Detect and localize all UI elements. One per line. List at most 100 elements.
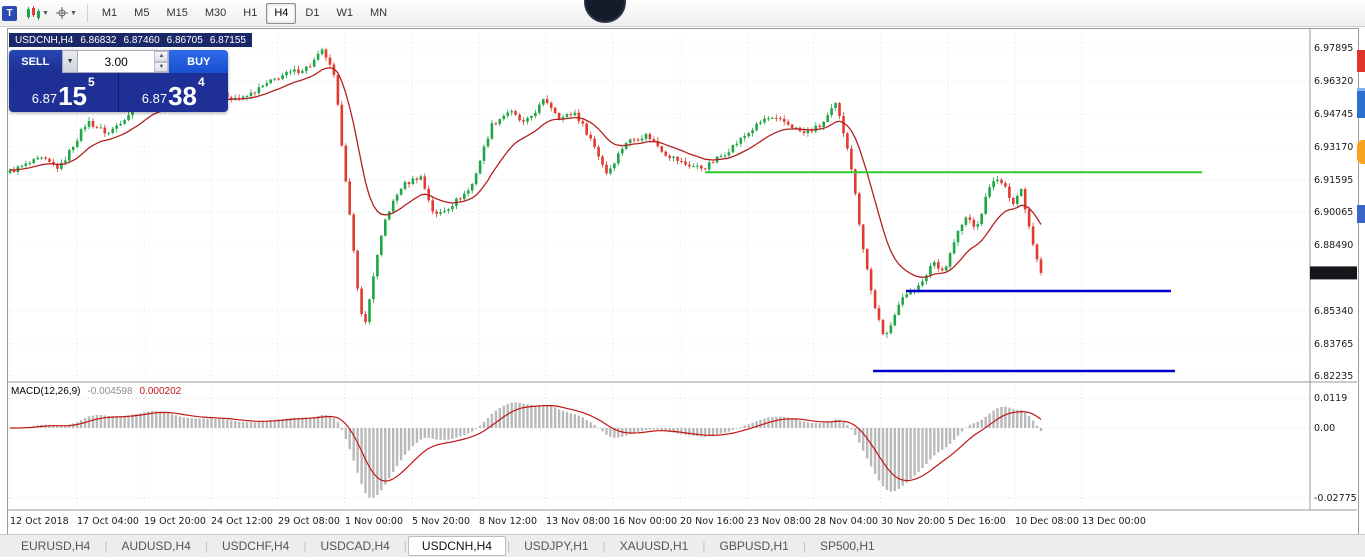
tab-separator: | [602, 539, 606, 553]
svg-text:17 Oct 04:00: 17 Oct 04:00 [77, 516, 139, 527]
sell-price-sup: 5 [88, 75, 95, 89]
tab-separator: | [303, 539, 307, 553]
top-toolbar: T ▼ ▼ M1 M5 M15 M30 H1 H4 D1 W1 MN [0, 0, 1365, 27]
svg-text:0.00: 0.00 [1314, 423, 1335, 434]
svg-text:0.0119: 0.0119 [1314, 393, 1347, 404]
crosshair-icon [55, 7, 68, 19]
timeframe-button-h4[interactable]: H4 [266, 2, 297, 24]
tab-usdcad-h4[interactable]: USDCAD,H4 [320, 539, 390, 553]
symbol-period-label: USDCNH,H4 [15, 34, 74, 46]
svg-text:6.93170: 6.93170 [1314, 142, 1353, 153]
sell-button[interactable]: SELL [9, 50, 62, 73]
svg-text:-0.02775: -0.02775 [1314, 493, 1357, 504]
volume-stepper: ▲ ▼ [154, 51, 169, 72]
svg-text:23 Nov 08:00: 23 Nov 08:00 [747, 516, 811, 527]
price-chart[interactable]: 6.97895 6.96320 6.94745 6.93170 6.91595 6.900… [8, 29, 1357, 533]
sell-price[interactable]: 6.87 15 5 [9, 73, 119, 112]
stepper-up-icon[interactable]: ▲ [154, 51, 169, 62]
one-click-trading-panel: SELL ▼ ▲ ▼ BUY 6.87 15 5 6.87 38 [9, 50, 228, 112]
ohlc-low: 6.86705 [166, 34, 203, 46]
symbol-tab-bar: EURUSD,H4 | AUDUSD,H4 | USDCHF,H4 | USDCAD,H4 |… [0, 534, 1365, 557]
svg-text:19 Oct 20:00: 19 Oct 20:00 [144, 516, 206, 527]
svg-text:10 Dec 08:00: 10 Dec 08:00 [1015, 516, 1079, 527]
ohlc-close: 6.87155 [209, 34, 246, 46]
tab-separator: | [802, 539, 806, 553]
buy-price-mid: 38 [168, 81, 198, 111]
svg-text:6.97895: 6.97895 [1314, 43, 1353, 54]
svg-text:28 Nov 04:00: 28 Nov 04:00 [814, 516, 878, 527]
tab-xauusd-h1[interactable]: XAUUSD,H1 [619, 539, 689, 553]
svg-text:6.82235: 6.82235 [1314, 371, 1353, 382]
svg-text:6.96320: 6.96320 [1314, 76, 1353, 87]
svg-text:6.90065: 6.90065 [1314, 207, 1353, 218]
tab-usdchf-h4[interactable]: USDCHF,H4 [221, 539, 290, 553]
buy-price-big: 6.87 [141, 91, 168, 106]
svg-text:13 Nov 08:00: 13 Nov 08:00 [546, 516, 610, 527]
toolbar-separator [86, 4, 88, 22]
ohlc-high: 6.87460 [123, 34, 160, 46]
sell-price-big: 6.87 [31, 91, 58, 106]
chevron-down-icon: ▼ [69, 9, 77, 17]
buy-button[interactable]: BUY [169, 50, 228, 73]
tab-eurusd-h4[interactable]: EURUSD,H4 [21, 539, 91, 553]
desktop-icon-blue [1357, 88, 1365, 118]
macd-signal-value: 0.000202 [139, 386, 182, 397]
svg-text:30 Nov 20:00: 30 Nov 20:00 [881, 516, 945, 527]
chart-title-bar[interactable]: USDCNH,H4 6.86832 6.87460 6.86705 6.8715… [9, 33, 252, 47]
desktop-icon-blue-2 [1357, 205, 1365, 223]
timeframe-button-mn[interactable]: MN [369, 7, 388, 19]
chart-window: 6.97895 6.96320 6.94745 6.93170 6.91595 6.900… [7, 28, 1359, 535]
tab-separator: | [403, 539, 407, 553]
timeframe-button-m15[interactable]: M15 [166, 7, 188, 19]
volume-dropdown-button[interactable]: ▼ [61, 50, 79, 73]
buy-price[interactable]: 6.87 38 4 [119, 73, 229, 112]
candlestick-chart-icon [27, 6, 40, 20]
timeframe-button-m5[interactable]: M5 [134, 7, 150, 19]
objects-button[interactable]: ▼ [53, 5, 79, 21]
svg-text:1 Nov 00:00: 1 Nov 00:00 [345, 516, 403, 527]
tab-separator: | [702, 539, 706, 553]
ohlc-open: 6.86832 [80, 34, 117, 46]
window-icon: T [2, 5, 17, 21]
tab-usdjpy-h1[interactable]: USDJPY,H1 [524, 539, 589, 553]
svg-text:5 Nov 20:00: 5 Nov 20:00 [412, 516, 470, 527]
timeframe-button-d1[interactable]: D1 [305, 7, 320, 19]
chevron-down-icon: ▼ [66, 58, 74, 65]
timeframe-button-h1[interactable]: H1 [243, 7, 258, 19]
macd-main-value: -0.004598 [87, 386, 133, 397]
timeframe-toolbar: M1 M5 M15 M30 H1 H4 D1 W1 MN [94, 2, 395, 24]
chart-type-button[interactable]: ▼ [23, 4, 51, 22]
desktop-icon-orange [1357, 140, 1365, 164]
chevron-down-icon: ▼ [42, 9, 49, 17]
tab-separator: | [506, 539, 511, 553]
svg-text:6.87155: 6.87155 [1314, 268, 1353, 279]
svg-text:5 Dec 16:00: 5 Dec 16:00 [948, 516, 1006, 527]
svg-text:6.88490: 6.88490 [1314, 240, 1353, 251]
timeframe-button-m1[interactable]: M1 [101, 7, 118, 19]
svg-text:6.83765: 6.83765 [1314, 339, 1353, 350]
macd-name: MACD(12,26,9) [11, 386, 81, 397]
tab-audusd-h4[interactable]: AUDUSD,H4 [121, 539, 191, 553]
tab-sp500-h1[interactable]: SP500,H1 [819, 539, 875, 553]
macd-indicator-label: MACD(12,26,9) -0.004598 0.000202 [11, 386, 181, 397]
svg-text:6.94745: 6.94745 [1314, 109, 1353, 120]
tab-usdcnh-h4[interactable]: USDCNH,H4 [407, 536, 506, 556]
timeframe-button-m30[interactable]: M30 [204, 7, 227, 19]
tab-gbpusd-h1[interactable]: GBPUSD,H1 [719, 539, 789, 553]
buy-price-sup: 4 [198, 75, 205, 89]
desktop-icon-red [1357, 50, 1365, 72]
svg-text:6.85340: 6.85340 [1314, 306, 1353, 317]
svg-text:29 Oct 08:00: 29 Oct 08:00 [278, 516, 340, 527]
volume-field-wrap: ▲ ▼ [78, 50, 170, 73]
stepper-down-icon[interactable]: ▼ [154, 61, 169, 72]
tab-separator: | [204, 539, 208, 553]
svg-text:24 Oct 12:00: 24 Oct 12:00 [211, 516, 273, 527]
svg-text:8 Nov 12:00: 8 Nov 12:00 [479, 516, 537, 527]
svg-text:6.91595: 6.91595 [1314, 175, 1353, 186]
svg-text:13 Dec 00:00: 13 Dec 00:00 [1082, 516, 1146, 527]
timeframe-button-w1[interactable]: W1 [336, 7, 353, 19]
volume-input[interactable] [78, 54, 155, 69]
svg-text:16 Nov 00:00: 16 Nov 00:00 [613, 516, 677, 527]
svg-text:20 Nov 16:00: 20 Nov 16:00 [680, 516, 744, 527]
svg-text:12 Oct 2018: 12 Oct 2018 [10, 516, 69, 527]
